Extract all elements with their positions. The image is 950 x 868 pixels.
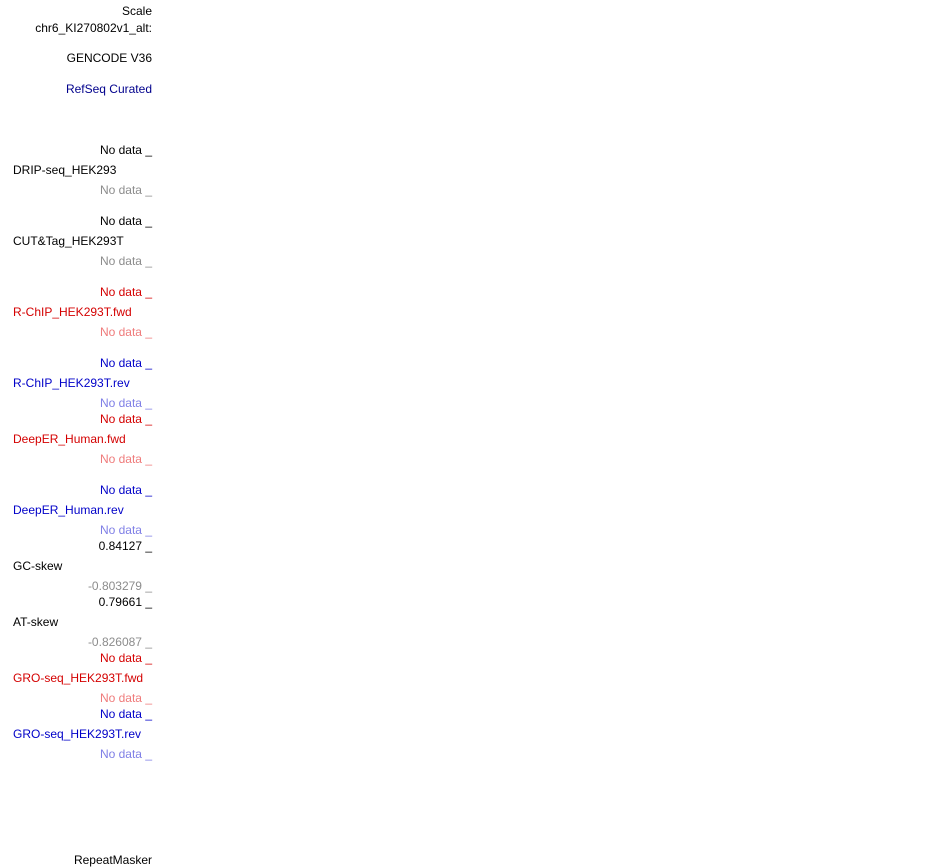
track-min-deeper-rev: No data _ [99,523,152,537]
track-max-deeper-rev: No data _ [99,483,152,497]
track-max-gro-rev: No data _ [99,707,152,721]
track-label-deeper-rev[interactable]: DeepER_Human.rev [13,503,124,517]
track-min-gc-skew: -0.803279 _ [87,579,152,593]
track-max-cut-tag: No data _ [99,214,152,228]
track-label-cut-tag[interactable]: CUT&Tag_HEK293T [13,234,124,248]
chromosome-label: chr6_KI270802v1_alt: [35,21,152,35]
track-label-repeatmasker[interactable]: RepeatMasker [73,853,152,867]
scale-label: Scale [121,4,152,18]
track-label-refseq[interactable]: RefSeq Curated [65,82,152,96]
track-label-rchip-rev[interactable]: R-ChIP_HEK293T.rev [13,376,130,390]
track-max-gro-fwd: No data _ [99,651,152,665]
track-min-at-skew: -0.826087 _ [87,635,152,649]
track-min-rchip-fwd: No data _ [99,325,152,339]
track-min-rchip-rev: No data _ [99,396,152,410]
track-label-at-skew[interactable]: AT-skew [13,615,59,629]
track-max-deeper-fwd: No data _ [99,412,152,426]
track-min-drip-seq: No data _ [99,183,152,197]
track-label-deeper-fwd[interactable]: DeepER_Human.fwd [13,432,126,446]
track-label-gc-skew[interactable]: GC-skew [13,559,63,573]
track-label-gro-fwd[interactable]: GRO-seq_HEK293T.fwd [13,671,144,685]
track-max-at-skew: 0.79661 _ [98,595,152,609]
track-min-gro-fwd: No data _ [99,691,152,705]
track-label-drip-seq[interactable]: DRIP-seq_HEK293 [13,163,117,177]
track-max-gc-skew: 0.84127 _ [98,539,152,553]
track-max-rchip-rev: No data _ [99,356,152,370]
track-min-gro-rev: No data _ [99,747,152,761]
track-label-gencode[interactable]: GENCODE V36 [66,51,152,65]
track-max-rchip-fwd: No data _ [99,285,152,299]
track-max-drip-seq: No data _ [99,143,152,157]
track-label-rchip-fwd[interactable]: R-ChIP_HEK293T.fwd [13,305,132,319]
track-min-cut-tag: No data _ [99,254,152,268]
track-min-deeper-fwd: No data _ [99,452,152,466]
track-label-gro-rev[interactable]: GRO-seq_HEK293T.rev [13,727,142,741]
